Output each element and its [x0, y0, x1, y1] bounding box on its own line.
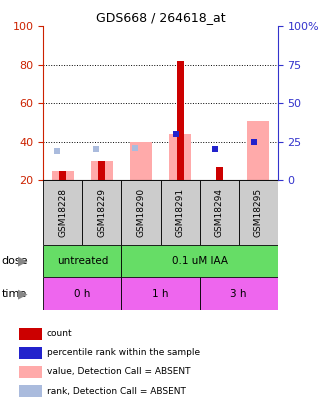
- Text: GSM18229: GSM18229: [97, 188, 107, 237]
- Bar: [59, 171, 66, 180]
- Bar: [19, 366, 42, 378]
- Text: GSM18295: GSM18295: [254, 188, 263, 237]
- Text: count: count: [47, 329, 72, 338]
- Bar: [121, 180, 160, 245]
- Text: GSM18290: GSM18290: [136, 188, 145, 237]
- Title: GDS668 / 264618_at: GDS668 / 264618_at: [96, 11, 225, 24]
- Bar: [121, 277, 200, 310]
- Bar: [200, 180, 239, 245]
- Bar: [160, 180, 200, 245]
- Text: 0.1 uM IAA: 0.1 uM IAA: [171, 256, 228, 266]
- Bar: [43, 180, 82, 245]
- Bar: [82, 180, 121, 245]
- Bar: [99, 161, 105, 180]
- Text: value, Detection Call = ABSENT: value, Detection Call = ABSENT: [47, 367, 190, 376]
- Text: 3 h: 3 h: [230, 289, 247, 298]
- Bar: [216, 167, 222, 180]
- Bar: [19, 347, 42, 359]
- Text: ▶: ▶: [18, 255, 27, 268]
- Bar: [91, 161, 113, 180]
- Text: rank, Detection Call = ABSENT: rank, Detection Call = ABSENT: [47, 386, 186, 396]
- Bar: [121, 245, 278, 277]
- Text: percentile rank within the sample: percentile rank within the sample: [47, 348, 200, 357]
- Bar: [52, 171, 74, 180]
- Text: 0 h: 0 h: [74, 289, 91, 298]
- Text: untreated: untreated: [57, 256, 108, 266]
- Bar: [200, 277, 278, 310]
- Bar: [19, 385, 42, 397]
- Text: GSM18294: GSM18294: [214, 188, 224, 237]
- Bar: [130, 142, 152, 180]
- Text: GSM18291: GSM18291: [176, 188, 185, 237]
- Bar: [169, 134, 191, 180]
- Bar: [247, 121, 269, 180]
- Bar: [19, 328, 42, 340]
- Bar: [177, 61, 184, 180]
- Text: dose: dose: [2, 256, 28, 266]
- Bar: [43, 245, 121, 277]
- Bar: [239, 180, 278, 245]
- Text: 1 h: 1 h: [152, 289, 169, 298]
- Text: time: time: [2, 289, 27, 298]
- Text: ▶: ▶: [18, 287, 27, 300]
- Text: GSM18228: GSM18228: [58, 188, 67, 237]
- Bar: [43, 277, 121, 310]
